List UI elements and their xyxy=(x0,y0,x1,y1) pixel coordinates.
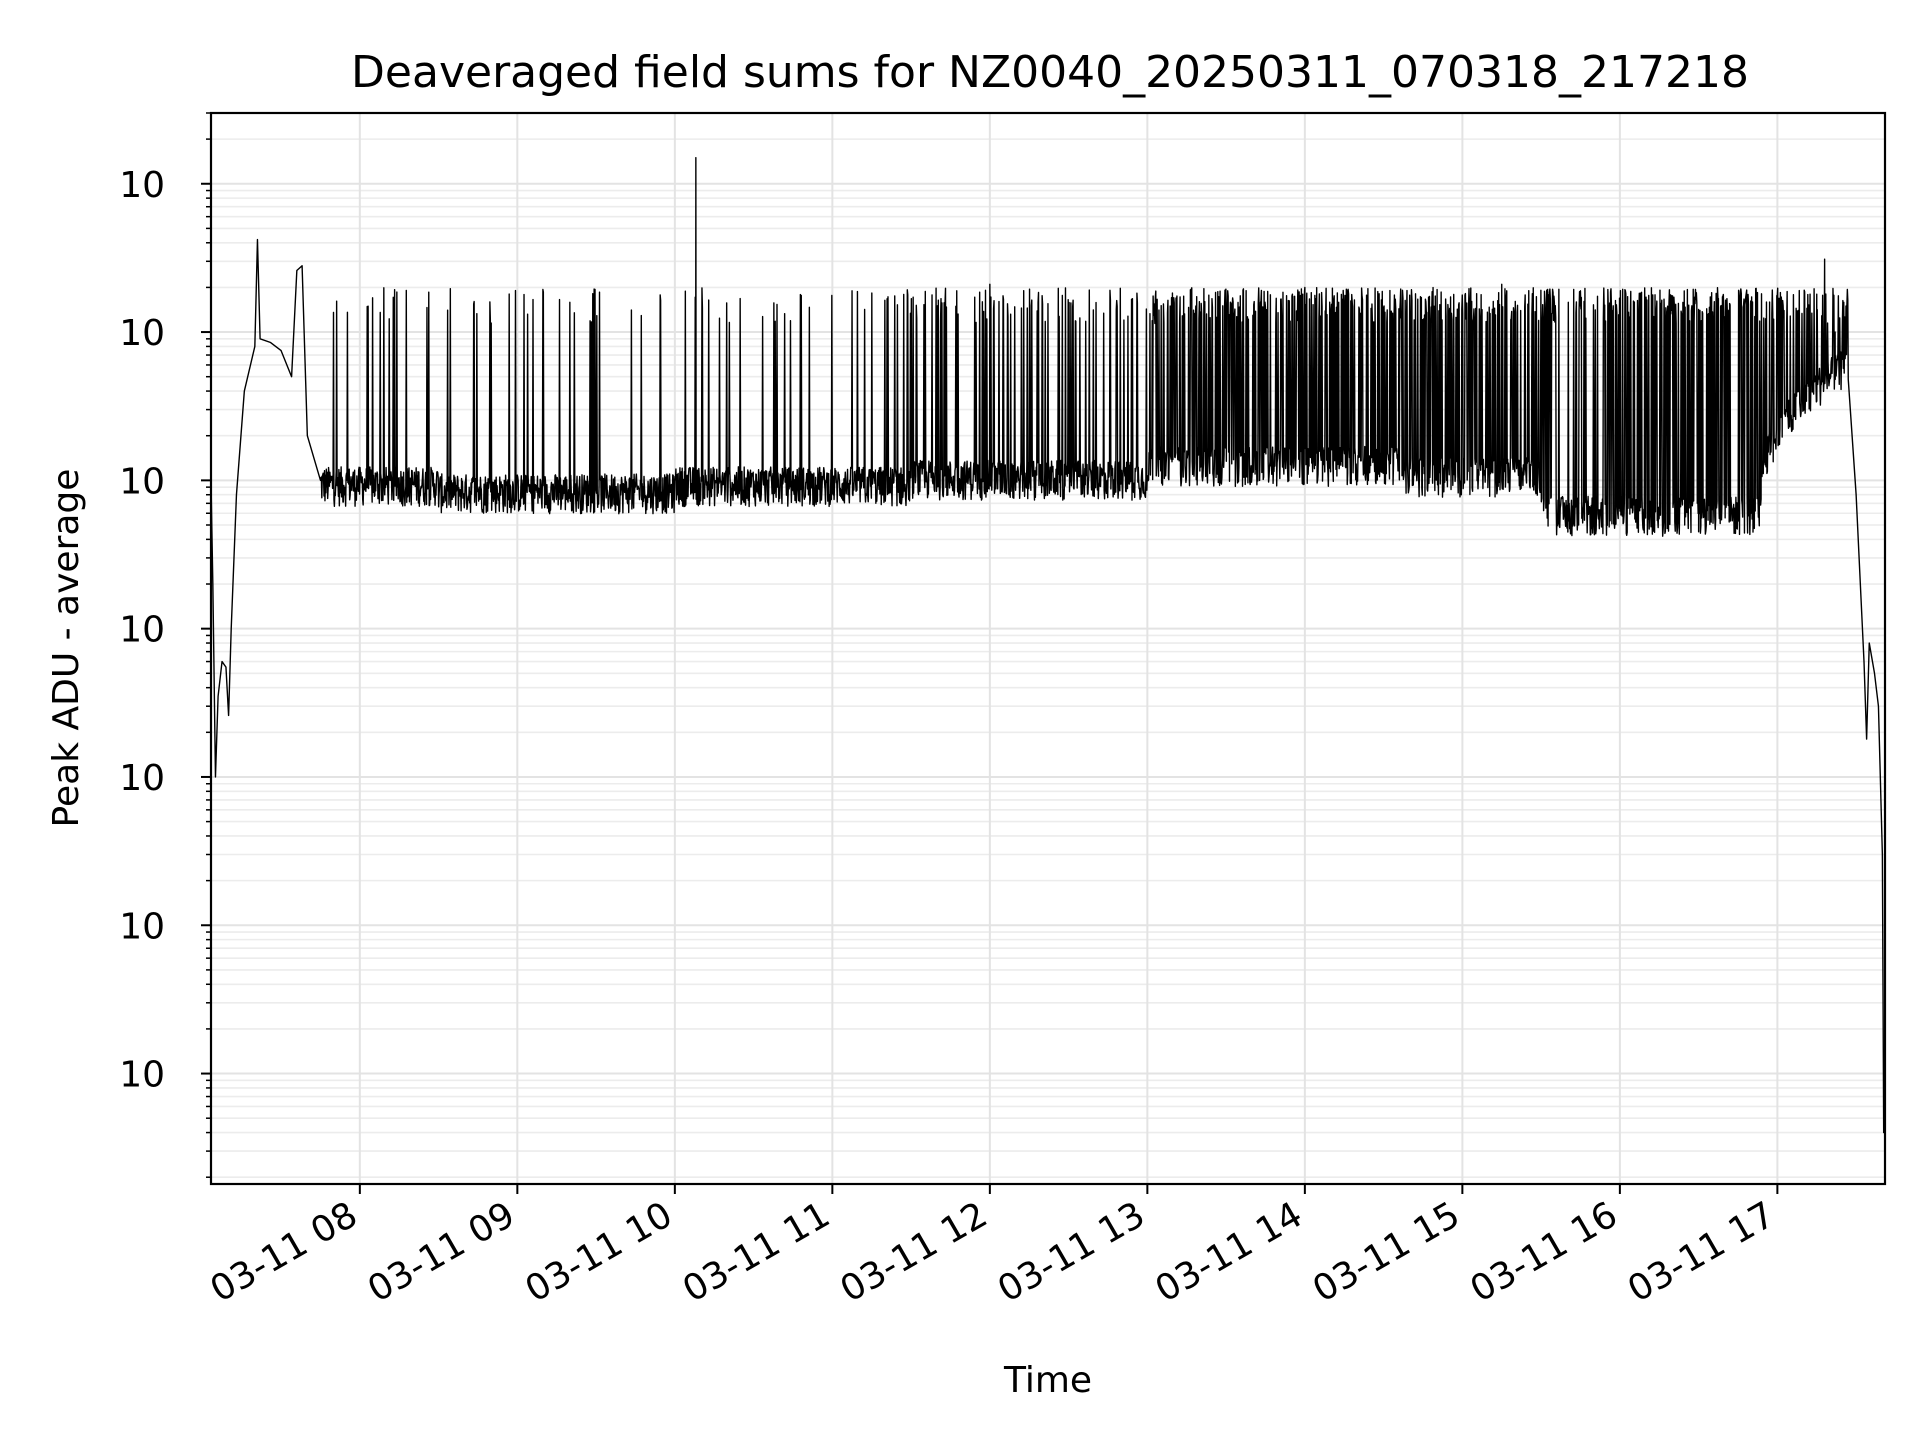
y-tick-label: 10 xyxy=(119,610,165,651)
x-tick-label: 03-11 12 xyxy=(834,1194,995,1310)
x-tick-label: 03-11 10 xyxy=(519,1194,680,1310)
data-series xyxy=(210,156,1885,1134)
y-axis: 101102103104105106107 xyxy=(119,112,211,1178)
y-tick-label: 10 xyxy=(119,906,165,947)
plot-frame xyxy=(209,111,1887,1186)
x-axis-label: Time xyxy=(1003,1360,1092,1401)
x-tick-label: 03-11 16 xyxy=(1464,1194,1625,1310)
x-tick-label: 03-11 15 xyxy=(1306,1194,1467,1310)
x-tick-label: 03-11 09 xyxy=(361,1194,522,1310)
x-tick-label: 03-11 08 xyxy=(204,1194,365,1310)
x-tick-label: 03-11 14 xyxy=(1149,1194,1310,1310)
x-tick-label: 03-11 11 xyxy=(676,1194,837,1310)
x-tick-label: 03-11 13 xyxy=(991,1194,1152,1310)
y-axis-label: Peak ADU - average xyxy=(46,469,87,828)
x-tick-label: 03-11 17 xyxy=(1621,1194,1782,1310)
y-tick-label: 10 xyxy=(119,758,165,799)
chart-title: Deaveraged field sums for NZ0040_2025031… xyxy=(351,47,1749,98)
y-tick-label: 10 xyxy=(119,461,165,502)
grid-lines xyxy=(211,112,1885,1184)
y-tick-label: 10 xyxy=(119,1055,165,1096)
y-tick-label: 10 xyxy=(119,165,165,206)
series-line xyxy=(210,156,1885,1134)
y-tick-label: 10 xyxy=(119,313,165,354)
